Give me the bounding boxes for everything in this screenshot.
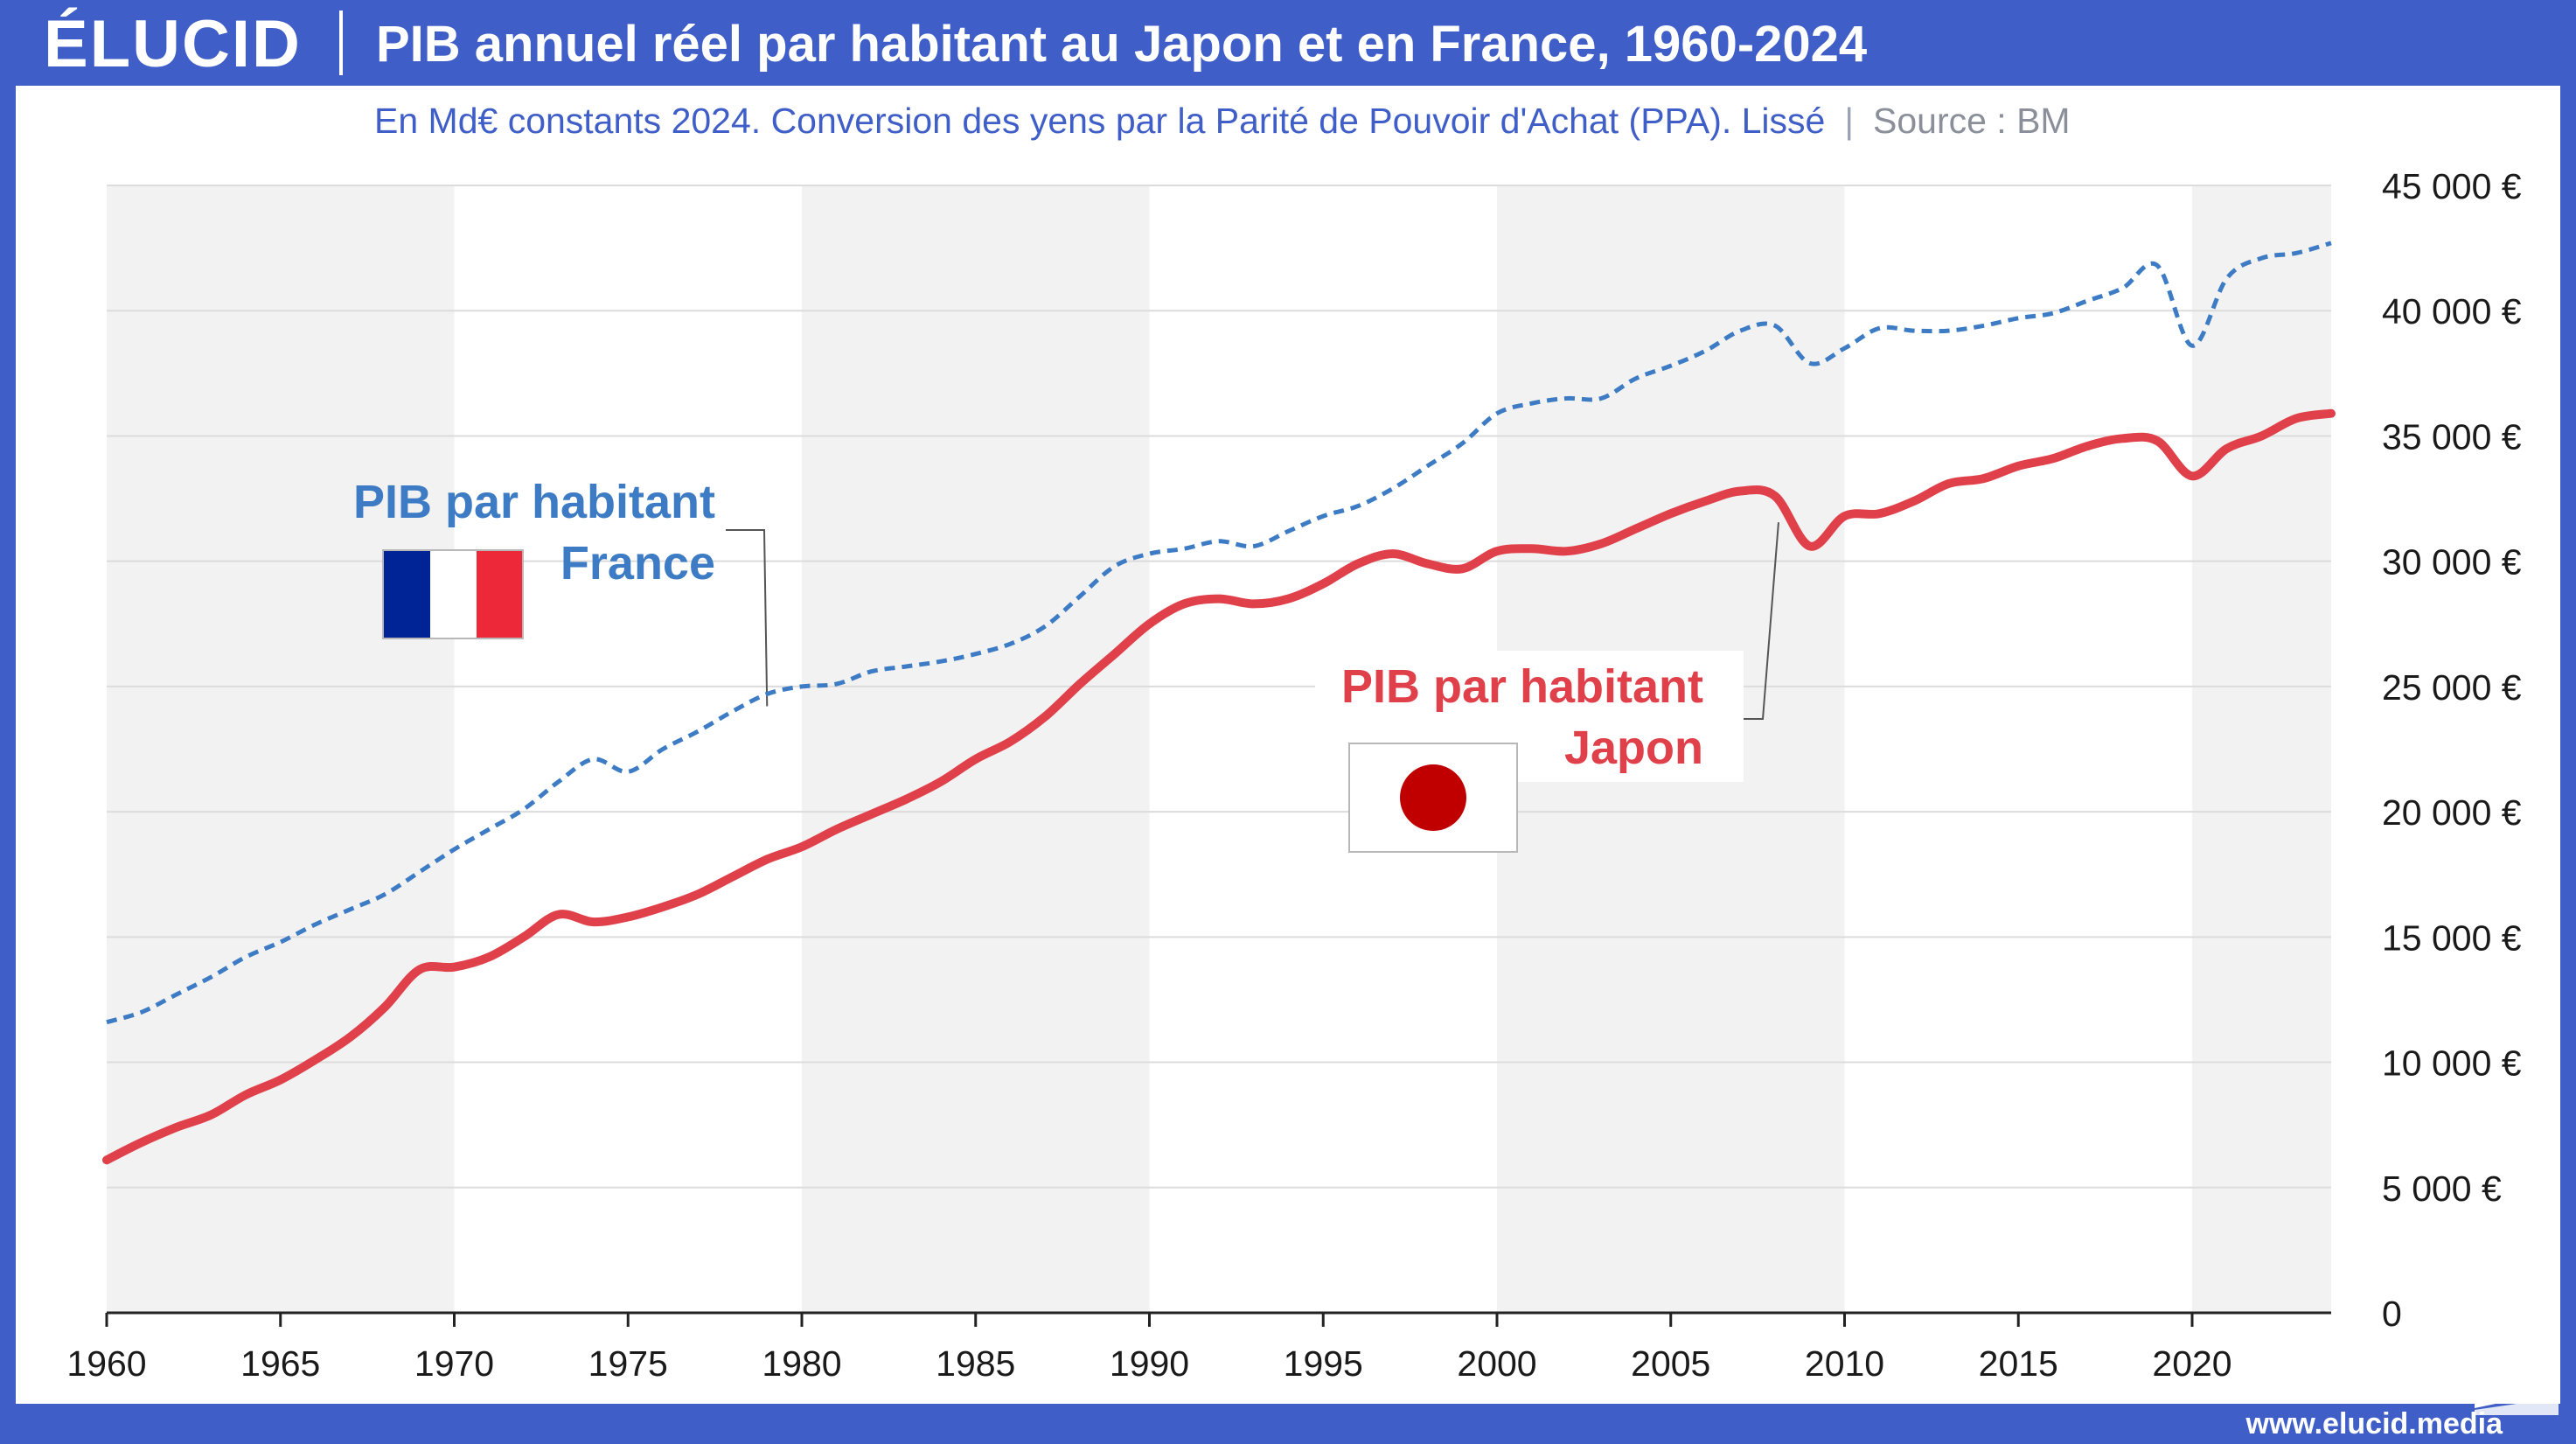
france-flag-icon <box>382 549 524 639</box>
x-tick-label: 1970 <box>414 1343 494 1384</box>
header-divider <box>339 10 343 75</box>
y-tick-label: 30 000 € <box>2382 542 2522 582</box>
background-band <box>802 185 1150 1313</box>
legend-france: PIB par habitant France <box>353 476 715 639</box>
chart-subtitle: En Md€ constants 2024. Conversion des ye… <box>374 94 2071 147</box>
france-label-line-2: France <box>560 537 715 589</box>
x-axis-tick-labels: 1960 1965 1970 1975 1980 1985 1990 1995 2000 2005… <box>66 1343 2231 1384</box>
x-tick-label: 1985 <box>936 1343 1015 1384</box>
x-axis <box>105 1311 2331 1327</box>
background-bands <box>107 185 2331 1313</box>
y-tick-label: 35 000 € <box>2382 416 2522 457</box>
chart-panel: En Md€ constants 2024. Conversion des ye… <box>16 86 2560 1404</box>
france-label-line-1: PIB par habitant <box>353 476 715 528</box>
source-label: Source : BM <box>1873 101 2071 141</box>
x-tick-label: 1960 <box>66 1343 146 1384</box>
elucid-corner-mark-icon <box>2475 1384 2559 1415</box>
y-tick-label: 5 000 € <box>2382 1168 2502 1209</box>
background-band <box>2192 185 2331 1313</box>
series-line-france <box>106 241 2332 1025</box>
japan-label-line-2: Japon <box>1564 722 1703 774</box>
x-tick-label: 2005 <box>1631 1343 1710 1384</box>
x-tick-label: 1990 <box>1110 1343 1189 1384</box>
elucid-logo[interactable]: ÉLUCID <box>44 7 302 81</box>
y-tick-label: 20 000 € <box>2382 792 2522 833</box>
series-lines <box>102 241 2336 1165</box>
x-tick-label: 1980 <box>762 1343 841 1384</box>
line-chart: 0 5 000 € 10 000 € 15 000 € 20 000 € 25 000 €… <box>66 166 2522 1384</box>
y-tick-label: 10 000 € <box>2382 1043 2522 1084</box>
x-tick-label: 1975 <box>588 1343 668 1384</box>
chart-title: PIB annuel réel par habitant au Japon et… <box>376 16 1868 73</box>
legend-japan: PIB par habitant Japon <box>1315 651 1744 853</box>
series-line-japon <box>102 408 2336 1165</box>
y-axis-tick-labels: 0 5 000 € 10 000 € 15 000 € 20 000 € 25 000 €… <box>2382 166 2522 1334</box>
y-tick-label: 40 000 € <box>2382 291 2522 331</box>
background-band <box>107 185 455 1313</box>
x-tick-label: 2015 <box>1979 1343 2058 1384</box>
x-tick-label: 2000 <box>1457 1343 1536 1384</box>
france-leader-line <box>726 529 769 707</box>
x-tick-label: 2020 <box>2152 1343 2231 1384</box>
gridlines <box>107 185 2331 1189</box>
x-tick-label: 1995 <box>1284 1343 1363 1384</box>
y-tick-label: 45 000 € <box>2382 166 2522 206</box>
subtitle-description: En Md€ constants 2024. Conversion des ye… <box>374 101 1826 141</box>
y-tick-label: 0 <box>2382 1294 2402 1334</box>
website-link[interactable]: www.elucid.media <box>2245 1407 2503 1441</box>
y-tick-label: 25 000 € <box>2382 667 2522 708</box>
japan-label-line-1: PIB par habitant <box>1341 660 1703 713</box>
x-tick-label: 1965 <box>240 1343 320 1384</box>
y-tick-label: 15 000 € <box>2382 917 2522 958</box>
japan-flag-icon <box>1348 743 1518 853</box>
x-tick-label: 2010 <box>1805 1343 1884 1384</box>
header-bar: ÉLUCID PIB annuel réel par habitant au J… <box>0 0 2576 86</box>
subtitle-separator: | <box>1844 101 1854 141</box>
